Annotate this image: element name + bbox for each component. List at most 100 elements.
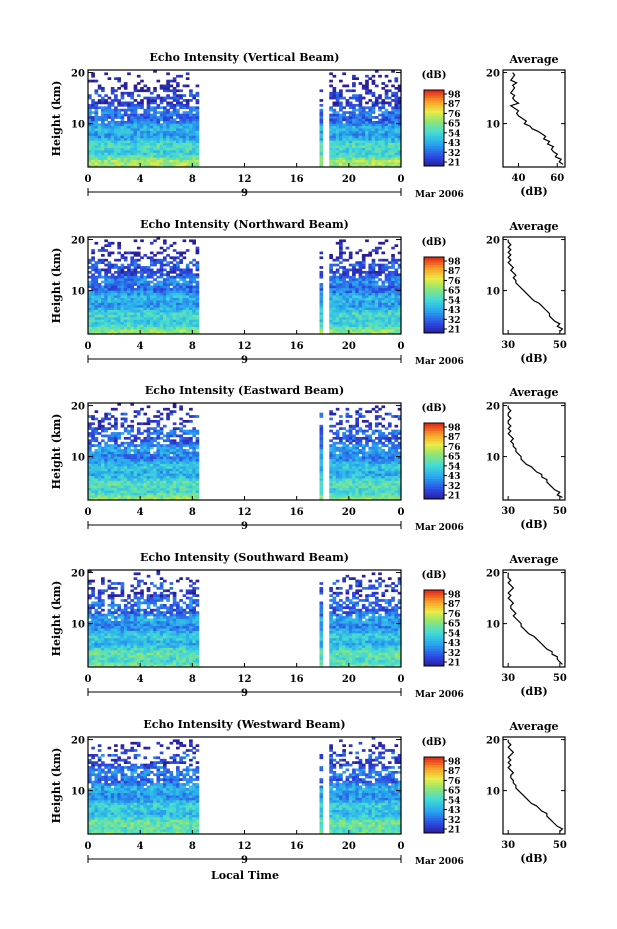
heatmap-cell bbox=[107, 497, 112, 501]
heatmap-cell bbox=[179, 253, 183, 257]
heatmap-cell bbox=[374, 331, 379, 335]
heatmap-cell bbox=[110, 439, 115, 443]
heatmap-cell bbox=[110, 145, 115, 148]
heatmap-cell bbox=[149, 150, 154, 153]
heatmap-cell bbox=[156, 429, 161, 433]
heatmap-cell bbox=[123, 123, 128, 127]
heatmap-cell bbox=[149, 128, 154, 131]
heatmap-cell bbox=[345, 295, 350, 298]
heatmap-cell bbox=[342, 275, 346, 279]
heatmap-cell bbox=[365, 297, 369, 301]
heatmap-cell bbox=[146, 405, 151, 409]
heatmap-cell bbox=[159, 113, 164, 117]
heatmap-cell bbox=[104, 273, 108, 277]
heatmap-cell bbox=[371, 111, 376, 114]
heatmap-cell bbox=[374, 249, 379, 252]
heatmap-cell bbox=[189, 278, 193, 281]
heatmap-cell bbox=[94, 135, 99, 139]
heatmap-cell bbox=[378, 263, 382, 267]
heatmap-cell bbox=[371, 495, 376, 498]
colorbar-segment bbox=[424, 163, 444, 167]
heatmap-cell bbox=[358, 475, 363, 479]
heatmap-cell bbox=[91, 312, 95, 315]
heatmap-cell bbox=[149, 319, 154, 323]
heatmap-cell bbox=[339, 128, 343, 131]
heatmap-cell bbox=[397, 108, 402, 112]
heatmap-cell bbox=[368, 290, 373, 294]
heatmap-cell bbox=[319, 135, 324, 139]
heatmap-cell bbox=[117, 463, 121, 467]
heatmap-cell bbox=[387, 142, 392, 146]
heatmap-cell bbox=[342, 278, 346, 281]
heatmap-cell bbox=[169, 125, 174, 129]
heatmap-cell bbox=[117, 446, 121, 450]
heatmap-cell bbox=[110, 492, 115, 496]
heatmap-cell bbox=[94, 162, 99, 165]
heatmap-cell bbox=[387, 329, 392, 332]
heatmap-cell bbox=[107, 468, 112, 472]
x-tick-label: 16 bbox=[290, 174, 304, 185]
heatmap-cell bbox=[162, 273, 167, 277]
heatmap-cell bbox=[378, 297, 382, 301]
heatmap-cell bbox=[101, 424, 105, 428]
heatmap-cell bbox=[391, 91, 395, 95]
heatmap-cell bbox=[371, 280, 376, 284]
heatmap-cell bbox=[195, 317, 200, 320]
colorbar-segment bbox=[424, 92, 444, 96]
heatmap-cell bbox=[348, 101, 353, 105]
heatmap-cell bbox=[371, 147, 376, 151]
heatmap-cell bbox=[88, 441, 92, 445]
heatmap-cell bbox=[91, 461, 95, 464]
heatmap-cell bbox=[133, 309, 138, 313]
heatmap-cell bbox=[97, 106, 102, 110]
heatmap-cell bbox=[185, 297, 190, 301]
heatmap-cell bbox=[169, 145, 174, 148]
heatmap-cell bbox=[185, 473, 190, 477]
heatmap-cell bbox=[368, 487, 373, 491]
heatmap-cell bbox=[381, 152, 386, 156]
heatmap-cell bbox=[391, 253, 395, 257]
heatmap-cell bbox=[176, 130, 180, 134]
heatmap-cell bbox=[368, 312, 373, 315]
heatmap-cell bbox=[374, 326, 379, 330]
heatmap-cell bbox=[368, 285, 373, 289]
heatmap-cell bbox=[348, 324, 353, 328]
heatmap-cell bbox=[195, 164, 200, 168]
heatmap-cell bbox=[133, 470, 138, 474]
heatmap-cell bbox=[332, 456, 337, 460]
heatmap-cell bbox=[94, 324, 99, 328]
heatmap-cell bbox=[91, 307, 95, 311]
heatmap-cell bbox=[368, 130, 373, 134]
heatmap-cell bbox=[130, 283, 135, 286]
heatmap-cell bbox=[195, 463, 200, 467]
heatmap-cell bbox=[156, 453, 161, 457]
heatmap-cell bbox=[355, 444, 360, 447]
heatmap-cell bbox=[195, 283, 200, 286]
heatmap-cell bbox=[91, 495, 95, 498]
heatmap-cell bbox=[384, 263, 389, 267]
heatmap-cell bbox=[140, 278, 144, 281]
heatmap-cell bbox=[136, 453, 141, 457]
heatmap-cell bbox=[114, 492, 118, 496]
heatmap-cell bbox=[101, 446, 105, 450]
heatmap-cell bbox=[149, 256, 154, 260]
heatmap-cell bbox=[195, 106, 200, 110]
heatmap-cell bbox=[371, 331, 376, 335]
heatmap-cell bbox=[176, 283, 180, 286]
heatmap-cell bbox=[179, 251, 183, 255]
heatmap-cell bbox=[91, 258, 95, 262]
heatmap-cell bbox=[335, 473, 340, 477]
heatmap-cell bbox=[348, 150, 353, 153]
heatmap-cell bbox=[339, 290, 343, 294]
heatmap-cell bbox=[162, 150, 167, 153]
heatmap-cell bbox=[104, 466, 108, 469]
heatmap-cell bbox=[110, 458, 115, 462]
heatmap-cell bbox=[94, 137, 99, 141]
heatmap-cell bbox=[159, 470, 164, 474]
heatmap-cell bbox=[378, 317, 382, 320]
heatmap-cell bbox=[136, 147, 141, 151]
heatmap-cell bbox=[192, 324, 196, 328]
heatmap-cell bbox=[185, 470, 190, 474]
heatmap-cell bbox=[176, 300, 180, 303]
heatmap-cell bbox=[91, 497, 95, 501]
